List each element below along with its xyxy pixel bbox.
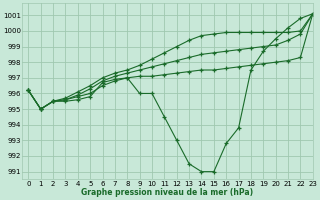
X-axis label: Graphe pression niveau de la mer (hPa): Graphe pression niveau de la mer (hPa) xyxy=(81,188,253,197)
